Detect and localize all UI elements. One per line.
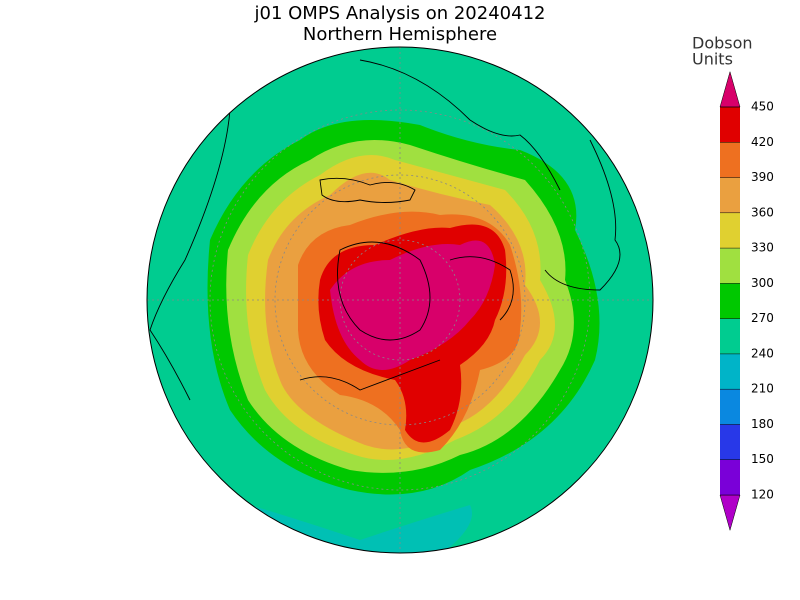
- coastlines: [149, 59, 621, 401]
- colorbar-tick-label: 210: [751, 382, 774, 396]
- map-subtitle: Northern Hemisphere: [303, 24, 497, 45]
- colorbar-segment: [720, 353, 740, 390]
- colorbar-tick-label: 150: [751, 452, 774, 466]
- colorbar-tick-label: 180: [751, 417, 774, 431]
- colorbar-segment: [720, 107, 740, 143]
- ozone-map: [147, 47, 653, 553]
- contour-450: [330, 240, 495, 370]
- colorbar-label: Dobson: [692, 34, 753, 53]
- colorbar-extend-high: [719, 70, 741, 108]
- colorbar: 120 150 180 210 240 270 300 330 360 390 420 450: [719, 70, 774, 532]
- colorbar-tick-label: 360: [751, 205, 774, 219]
- colorbar-tick-label: 120: [751, 488, 774, 502]
- colorbar-segment: [720, 283, 740, 319]
- colorbar-tick-label: 270: [751, 311, 774, 325]
- colorbar-segment: [720, 389, 740, 425]
- colorbar-label: Units: [692, 50, 733, 69]
- colorbar-tick-label: 420: [751, 135, 774, 149]
- colorbar-tick-label: 330: [751, 241, 774, 255]
- colorbar-tick-label: 390: [751, 170, 774, 184]
- colorbar-segment: [720, 142, 740, 178]
- colorbar-segment: [720, 459, 740, 495]
- colorbar-segment: [720, 248, 740, 284]
- colorbar-segment: [720, 318, 740, 354]
- map-title: j01 OMPS Analysis on 20240412: [254, 3, 546, 24]
- colorbar-tick-label: 300: [751, 276, 774, 290]
- colorbar-tick-label: 240: [751, 346, 774, 360]
- colorbar-extend-low: [719, 494, 741, 532]
- map-border: [146, 46, 654, 554]
- colorbar-segment: [720, 212, 740, 249]
- graticule: [147, 47, 653, 553]
- colorbar-segment: [720, 177, 740, 213]
- colorbar-segment: [720, 424, 740, 460]
- colorbar-tick-label: 450: [751, 100, 774, 114]
